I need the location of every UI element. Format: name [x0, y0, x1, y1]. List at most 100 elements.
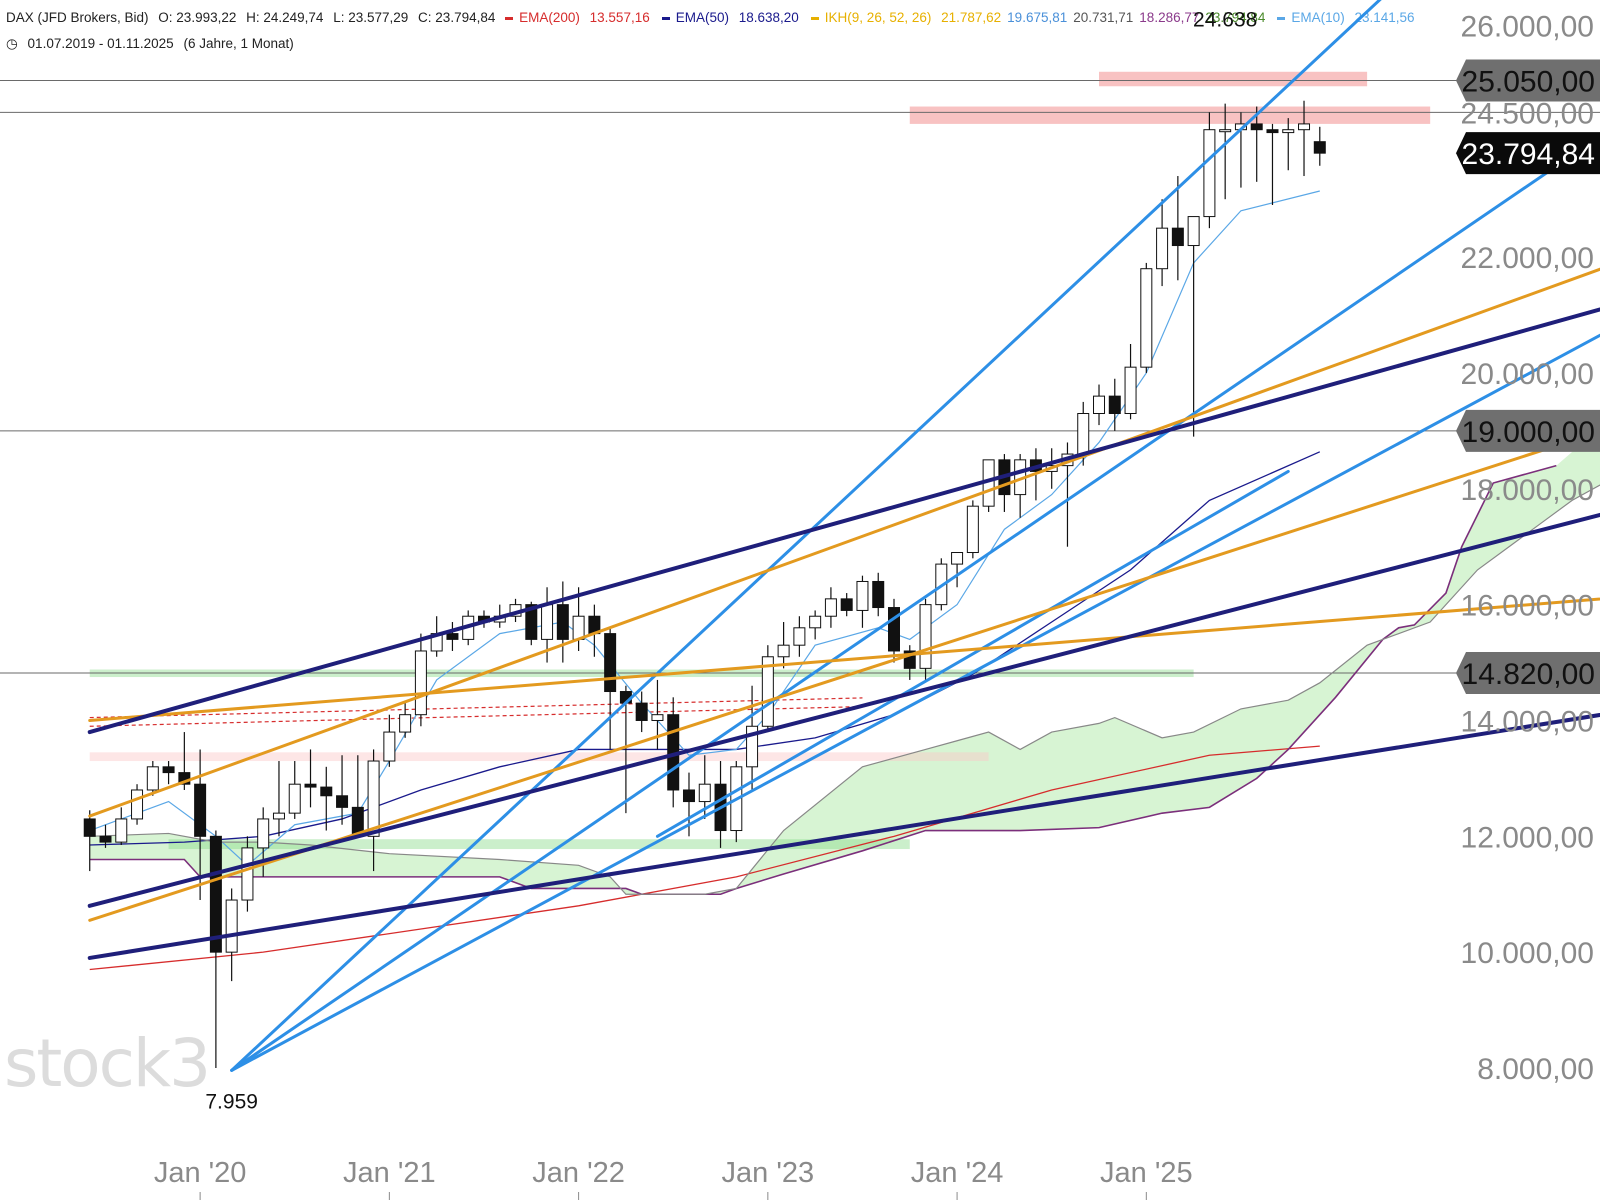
candle [903, 645, 916, 680]
series-ema-200- [89, 745, 1320, 971]
candle-body-down [1266, 129, 1279, 134]
y-tick-label: 22.000,00 [1461, 242, 1594, 275]
y-tick-label: 20.000,00 [1461, 358, 1594, 391]
indicator-swatch [661, 16, 670, 20]
candle-body-down [1250, 123, 1263, 131]
candle-body-up [651, 714, 664, 721]
candle-body-up [777, 644, 790, 658]
indicator-swatch [810, 16, 819, 20]
candle [1187, 216, 1200, 437]
close-value: C: 23.794,84 [418, 10, 496, 25]
last-price-label: 23.794,84 [1456, 132, 1600, 175]
candle [351, 755, 364, 837]
candle-body-down [556, 604, 569, 640]
candle [1298, 100, 1311, 177]
candle-body-up [698, 783, 711, 803]
dashed-line [89, 705, 863, 727]
y-tick-label: 12.000,00 [1461, 821, 1594, 854]
indicator-0: EMA(200) 13.557,16 [505, 10, 656, 25]
candle-body-down [304, 783, 317, 788]
candle [1203, 112, 1216, 229]
trendline-orange [88, 267, 1600, 818]
trendline-navy [87, 307, 1600, 735]
indicator-value: 13.557,16 [589, 10, 650, 25]
date-range: ◷ 01.07.2019 - 01.11.2025 (6 Jahre, 1 Mo… [6, 36, 300, 52]
candle-body-up [951, 552, 964, 565]
price-level-label: 19.000,00 [1456, 409, 1600, 452]
candle [115, 807, 128, 846]
candle [809, 610, 822, 640]
indicator-legend: EMA(200) 13.557,16 EMA(50) 18.638,20 IKH(9… [505, 10, 1426, 25]
candle-body-up [399, 714, 412, 733]
indicator-value: 19.675,81 [1007, 10, 1068, 25]
candle [1282, 118, 1295, 171]
candle-body-up [257, 818, 270, 849]
price-level-label: 25.050,00 [1456, 59, 1600, 102]
candle-body-down [1171, 227, 1184, 247]
candle-body-down [872, 580, 885, 609]
candle [1171, 176, 1184, 281]
price-label-bg [1456, 132, 1600, 175]
candle-body-up [919, 604, 932, 669]
candle [1014, 454, 1027, 518]
indicator-3: EMA(10) 23.141,56 [1277, 10, 1420, 25]
candle [209, 830, 222, 1068]
candle-body-down [162, 766, 175, 774]
candle [1140, 262, 1153, 373]
candle-body-up [541, 604, 554, 640]
indicator-swatch [1277, 16, 1286, 20]
candle-body-down [903, 650, 916, 669]
candle [604, 627, 617, 750]
stock3-watermark: stock3 [4, 1025, 211, 1102]
candle [83, 810, 96, 872]
indicator-2: IKH(9, 26, 52, 26) 21.787,62 19.675,81 20.… [810, 10, 1272, 25]
candle [951, 552, 964, 588]
candle-body-down [888, 607, 900, 652]
indicator-swatch [505, 16, 514, 20]
x-tick-label: Jan '22 [532, 1157, 625, 1189]
indicator-value: 18.286,77 [1139, 10, 1200, 25]
candle [856, 575, 869, 628]
candle [793, 616, 806, 657]
candle-body-down [320, 786, 333, 797]
candle [272, 761, 285, 837]
candle [1093, 384, 1106, 426]
candle [99, 824, 112, 848]
y-tick-label: 24.500,00 [1461, 97, 1594, 130]
zone-pink [89, 752, 989, 762]
x-tick-label: Jan '25 [1100, 1157, 1193, 1189]
x-tick-label: Jan '20 [154, 1157, 247, 1189]
price-label-text: 14.820,00 [1462, 658, 1595, 691]
candle-body-up [146, 766, 159, 791]
clock-icon: ◷ [6, 36, 18, 51]
price-label-bg [1456, 59, 1600, 102]
trendline-blue [230, 333, 1600, 1072]
candle-body-down [682, 789, 695, 803]
open-value: O: 23.993,22 [158, 10, 237, 25]
chart-header-ohlc: DAX (JFD Brokers, Bid) O: 23.993,22 H: 2… [6, 10, 1433, 25]
candle [824, 587, 837, 628]
x-tick-label: Jan '23 [722, 1157, 815, 1189]
candle [304, 749, 317, 808]
candle-body-up [966, 505, 979, 554]
x-tick-label: Jan '24 [911, 1157, 1004, 1189]
extreme-annotation: 7.959 [205, 1090, 258, 1113]
zone-red [1099, 71, 1368, 87]
indicator-value: 23.794,84 [1205, 10, 1266, 25]
candle [1108, 378, 1121, 431]
candle-body-down [604, 633, 617, 693]
candle-body-up [824, 598, 837, 617]
x-tick-label: Jan '21 [343, 1157, 436, 1189]
candle [383, 714, 396, 767]
indicator-value: 20.731,71 [1073, 10, 1134, 25]
candle [1250, 106, 1263, 182]
candle [872, 572, 885, 617]
candle-body-up [1077, 413, 1090, 455]
candle [1266, 123, 1279, 205]
trendline-navy [87, 512, 1600, 908]
candle [982, 459, 995, 512]
candle-body-down [194, 783, 207, 837]
candle [446, 622, 459, 651]
candle [336, 755, 349, 825]
